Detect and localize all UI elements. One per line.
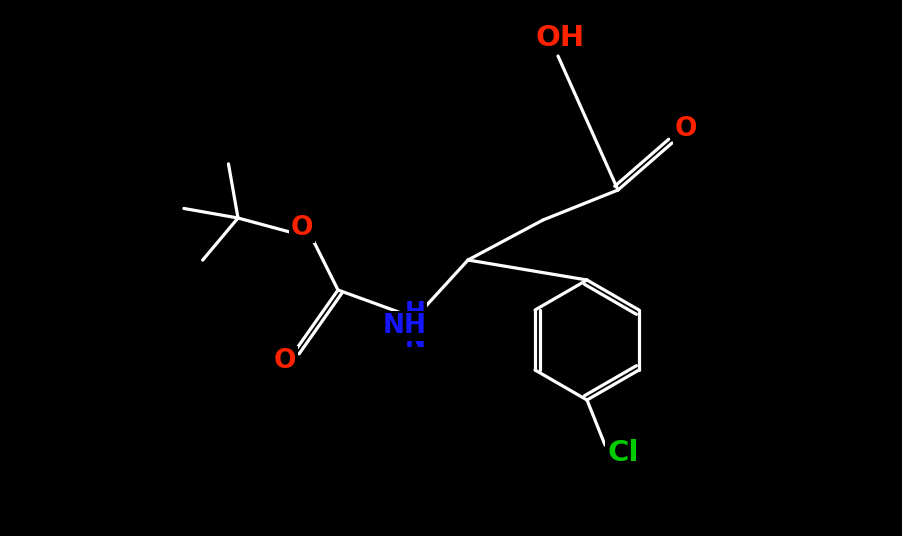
Text: O: O	[675, 116, 697, 142]
Text: O: O	[290, 215, 313, 241]
Text: OH: OH	[536, 24, 584, 52]
Text: H
N: H N	[405, 300, 426, 352]
Text: O: O	[273, 348, 296, 374]
Text: Cl: Cl	[607, 439, 639, 467]
Text: NH: NH	[383, 313, 427, 339]
